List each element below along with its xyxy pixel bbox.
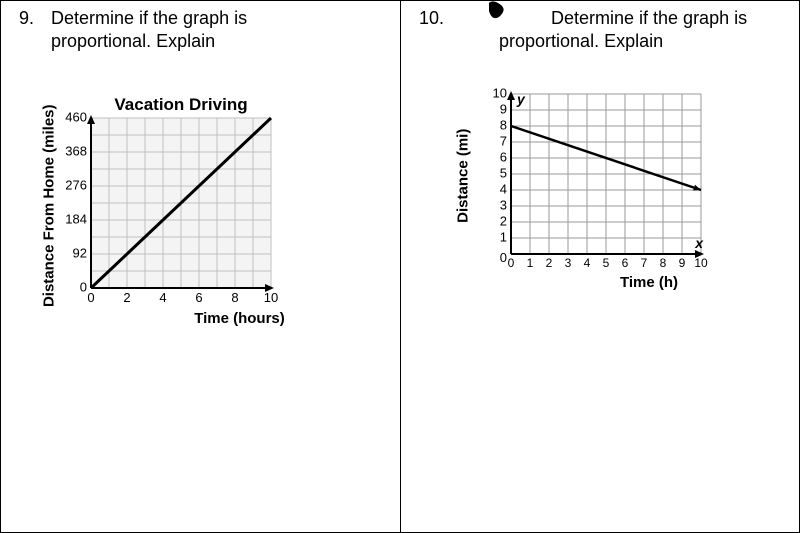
y-tick: 7 <box>500 133 507 150</box>
y-tick: 8 <box>500 117 507 134</box>
chart-9: Vacation Driving Distance From Home (mil… <box>51 94 388 354</box>
problem-10: 10. Determine if the graph is proportion… <box>400 0 800 533</box>
x-axis-letter: x <box>695 234 703 252</box>
y-tick: 6 <box>500 149 507 166</box>
y-tick: 9 <box>500 101 507 118</box>
y-tick: 460 <box>65 109 87 126</box>
y-axis-label: Distance From Home (miles) <box>40 104 60 307</box>
x-axis-label: Time (h) <box>511 273 787 293</box>
origin-label: 0 <box>500 250 507 267</box>
chart-10: Distance (mi) 12345678910yx0 01234567891… <box>481 94 787 354</box>
y-tick: 2 <box>500 213 507 230</box>
y-tick: 184 <box>65 211 87 228</box>
problem-text-span: Determine if the graph is proportional. … <box>499 8 747 51</box>
y-tick: 10 <box>493 85 507 102</box>
y-tick: 92 <box>73 245 87 262</box>
y-axis-letter: y <box>517 90 525 108</box>
plot-area: 092184276368460 <box>91 118 271 288</box>
y-tick: 4 <box>500 181 507 198</box>
y-axis-label: Distance (mi) <box>453 128 473 222</box>
y-tick: 0 <box>80 279 87 296</box>
problem-9: 9. Determine if the graph is proportiona… <box>0 0 400 533</box>
y-tick: 368 <box>65 143 87 160</box>
y-tick: 276 <box>65 177 87 194</box>
plot-area: 12345678910yx0 <box>511 94 701 254</box>
y-tick: 5 <box>500 165 507 182</box>
y-tick: 1 <box>500 229 507 246</box>
worksheet: 9. Determine if the graph is proportiona… <box>0 0 800 533</box>
y-tick: 3 <box>500 197 507 214</box>
problem-number: 9. <box>19 7 34 30</box>
x-axis-label: Time (hours) <box>91 309 388 329</box>
x-tick-labels: 012345678910 <box>511 256 701 272</box>
pen-mark-icon <box>483 0 511 21</box>
x-tick-labels: 0246810 <box>91 290 271 307</box>
chart-title: Vacation Driving <box>51 94 311 116</box>
problem-text: Determine if the graph is proportional. … <box>51 7 388 54</box>
problem-number: 10. <box>419 7 444 30</box>
